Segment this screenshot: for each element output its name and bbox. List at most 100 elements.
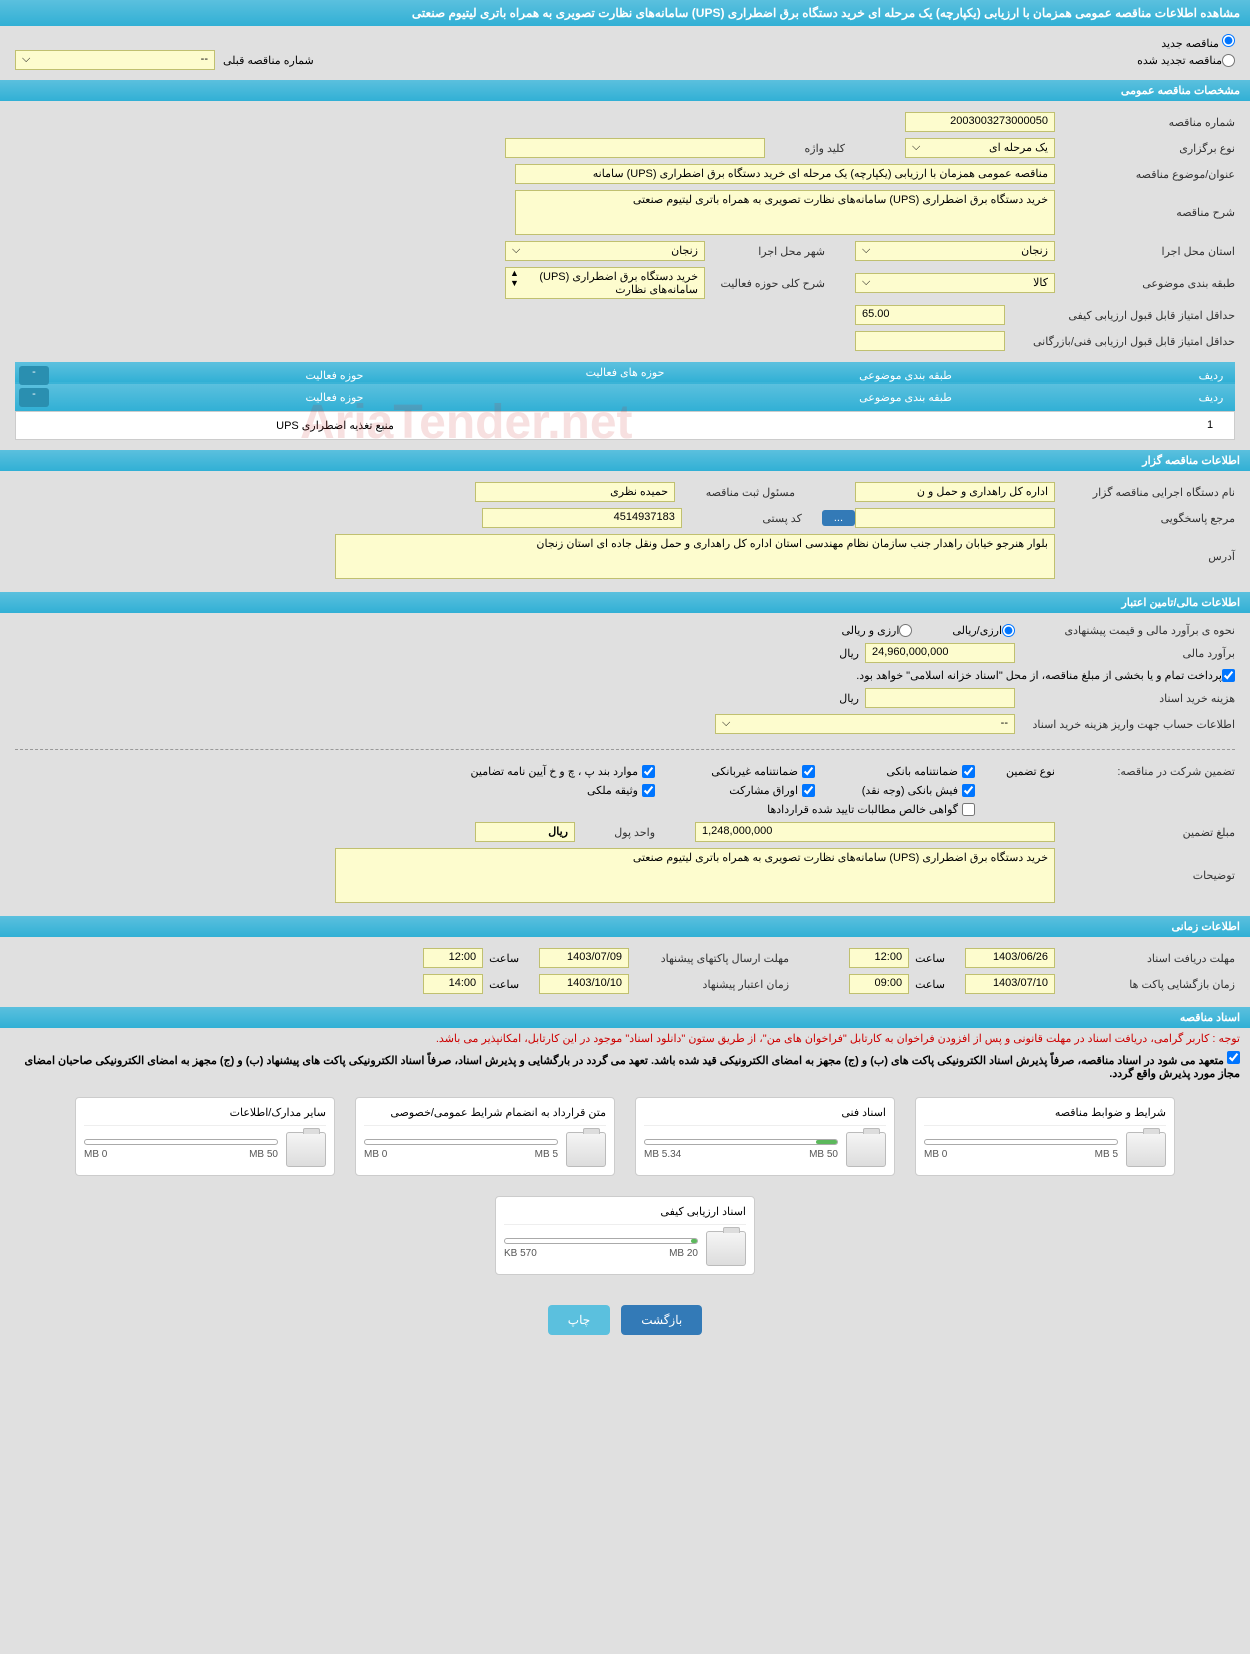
label-doc-cost: هزینه خرید اسناد [1015, 692, 1235, 705]
lbl-property: وثیقه ملکی [587, 784, 638, 797]
lbl-receipt: فیش بانکی (وجه نقد) [862, 784, 958, 797]
label-open: زمان بازگشایی پاکت ها [1055, 978, 1235, 991]
label-submit: مهلت ارسال پاکتهای پیشنهاد [629, 952, 789, 965]
doc-title: اسناد ارزیابی کیفی [504, 1205, 746, 1225]
doc-card[interactable]: متن قرارداد به انضمام شرایط عمومی/خصوصی5… [355, 1097, 615, 1176]
doc-used: 0 MB [924, 1149, 947, 1160]
label-tender-number: شماره مناقصه [1055, 116, 1235, 129]
prev-number-select[interactable]: -- [15, 50, 215, 70]
doc-used: 0 MB [364, 1149, 387, 1160]
label-contact: مرجع پاسخگویی [1055, 512, 1235, 525]
value-tender-number: 2003003273000050 [905, 112, 1055, 132]
label-min-tech: حداقل امتیاز قابل قبول ارزیابی فنی/بازرگ… [1005, 335, 1235, 348]
more-button[interactable]: ... [822, 510, 855, 526]
section-timing: اطلاعات زمانی [0, 916, 1250, 937]
value-receive-time: 12:00 [849, 948, 909, 968]
label-opt-both: ارزی و ریالی [841, 624, 899, 637]
doc-card[interactable]: اسناد ارزیابی کیفی20 MB570 KB [495, 1196, 755, 1275]
radio-rial[interactable] [1002, 624, 1015, 637]
value-scope[interactable]: خرید دستگاه برق اضطراری (UPS) سامانه‌های… [505, 267, 705, 299]
chk-receipt[interactable] [962, 784, 975, 797]
label-receive: مهلت دریافت اسناد [1055, 952, 1235, 965]
label-postal: کد پستی [682, 512, 802, 525]
label-city: شهر محل اجرا [705, 245, 825, 258]
doc-card[interactable]: شرایط و ضوابط مناقصه5 MB0 MB [915, 1097, 1175, 1176]
back-button[interactable]: بازگشت [621, 1305, 702, 1335]
doc-title: سایر مدارک/اطلاعات [84, 1106, 326, 1126]
doc-max: 5 MB [1095, 1149, 1118, 1160]
document-grid: شرایط و ضوابط مناقصه5 MB0 MBاسناد فنی50 … [0, 1082, 1250, 1290]
chk-bank-guarantee[interactable] [962, 765, 975, 778]
value-postal: 4514937183 [482, 508, 682, 528]
select-city[interactable]: زنجان [505, 241, 705, 261]
select-province[interactable]: زنجان [855, 241, 1055, 261]
radio-renewed-tender[interactable] [1222, 54, 1235, 67]
value-title: مناقصه عمومی همزمان با ارزیابی (یکپارچه)… [515, 164, 1055, 184]
label-est-method: نحوه ی برآورد مالی و قیمت پیشنهادی [1015, 624, 1235, 637]
chk-bpjh[interactable] [642, 765, 655, 778]
folder-icon [706, 1231, 746, 1266]
label-submit-time: ساعت [489, 952, 519, 965]
page-title: مشاهده اطلاعات مناقصه عمومی همزمان با ار… [0, 0, 1250, 26]
label-opt-rial: ارزی/ریالی [952, 624, 1002, 637]
doc-max: 20 MB [669, 1248, 698, 1259]
label-validity: زمان اعتبار پیشنهاد [629, 978, 789, 991]
label-province: استان محل اجرا [1055, 245, 1235, 258]
chk-netclaims[interactable] [962, 803, 975, 816]
value-doc-cost [865, 688, 1015, 708]
label-guarantee-amount: مبلغ تضمین [1055, 826, 1235, 839]
payment-note: پرداخت تمام و یا بخشی از مبلغ مناقصه، از… [856, 669, 1222, 682]
activity-table: ردیف طبقه بندی موضوعی حوزه فعالیت - حوزه… [15, 362, 1235, 440]
radio-new-tender[interactable] [1222, 34, 1235, 47]
label-renewed-tender: مناقصه تجدید شده [1137, 54, 1222, 67]
chk-nonbank[interactable] [802, 765, 815, 778]
print-button[interactable]: چاپ [548, 1305, 610, 1335]
select-category[interactable]: کالا [855, 273, 1055, 293]
folder-icon [566, 1132, 606, 1167]
chk-payment-note[interactable] [1222, 669, 1235, 682]
th-scope: حوزه فعالیت [49, 366, 620, 385]
doc-card[interactable]: اسناد فنی50 MB5.34 MB [635, 1097, 895, 1176]
label-address: آدرس [1055, 550, 1235, 563]
label-type: نوع برگزاری [1055, 142, 1235, 155]
select-account[interactable]: -- [715, 714, 1015, 734]
value-notes: خرید دستگاه برق اضطراری (UPS) سامانه‌های… [335, 848, 1055, 903]
label-min-quality: حداقل امتیاز قابل قبول ارزیابی کیفی [1005, 309, 1235, 322]
select-type[interactable]: یک مرحله ای [905, 138, 1055, 158]
label-guarantee-type: نوع تضمین [975, 765, 1055, 778]
doc-used: 5.34 MB [644, 1149, 681, 1160]
label-notes: توضیحات [1055, 869, 1235, 882]
radio-both[interactable] [899, 624, 912, 637]
currency-label2: ریال [839, 692, 859, 705]
chk-property[interactable] [642, 784, 655, 797]
doc-card[interactable]: سایر مدارک/اطلاعات50 MB0 MB [75, 1097, 335, 1176]
guarantee-intro: تضمین شرکت در مناقصه: [1055, 765, 1235, 778]
lbl-bpjh: موارد بند پ ، چ و خ آیین نامه تضامین [471, 765, 638, 778]
label-keyword: کلید واژه [765, 142, 845, 155]
value-address: بلوار هنرجو خیابان راهدار جنب سازمان نظا… [335, 534, 1055, 579]
tender-status-radios: مناقصه جدید مناقصه تجدید شده شماره مناقص… [0, 26, 1250, 78]
value-open-date: 1403/07/10 [965, 974, 1055, 994]
chk-commitment[interactable] [1227, 1051, 1240, 1064]
label-est: برآورد مالی [1015, 647, 1235, 660]
currency-label: ریال [839, 647, 859, 660]
doc-note-red: توجه : کاربر گرامی، دریافت اسناد در مهلت… [0, 1028, 1250, 1049]
value-registrar: حمیده نظری [475, 482, 675, 502]
doc-max: 50 MB [809, 1149, 838, 1160]
td-scope: منبع تغذیه اضطراری UPS [50, 416, 620, 435]
chk-bonds[interactable] [802, 784, 815, 797]
value-keyword [505, 138, 765, 158]
doc-used: 0 MB [84, 1149, 107, 1160]
folder-icon [846, 1132, 886, 1167]
lbl-bank-guarantee: ضمانتنامه بانکی [886, 765, 958, 778]
table-toggle[interactable]: - [19, 366, 49, 385]
label-open-time: ساعت [915, 978, 945, 991]
lbl-netclaims: گواهی خالص مطالبات تایید شده قراردادها [767, 803, 958, 816]
prev-number-label: شماره مناقصه قبلی [223, 54, 314, 67]
doc-max: 5 MB [535, 1149, 558, 1160]
section-holder: اطلاعات مناقصه گزار [0, 450, 1250, 471]
td-cat [620, 416, 1190, 435]
label-unit: واحد پول [575, 826, 655, 839]
th-scope2: حوزه فعالیت [49, 388, 620, 407]
table-toggle2[interactable]: - [19, 388, 49, 407]
